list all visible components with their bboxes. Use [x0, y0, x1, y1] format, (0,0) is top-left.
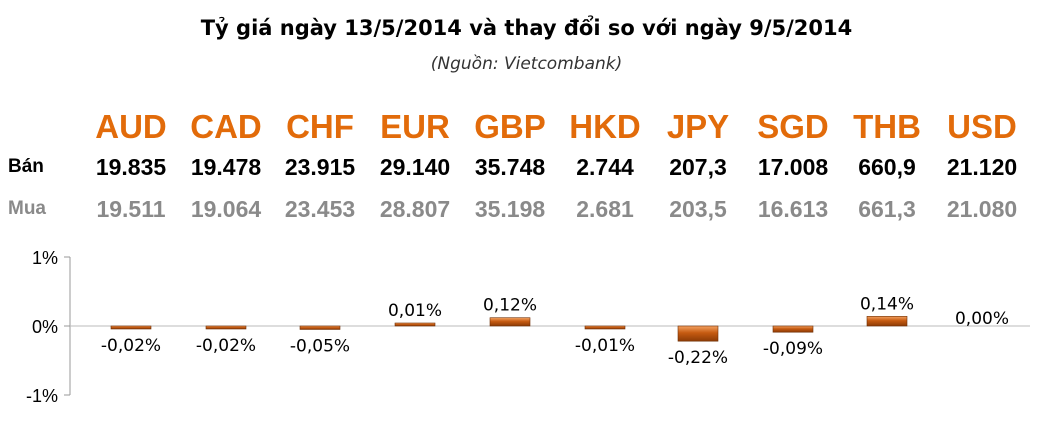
- bar-sgd: [772, 325, 814, 333]
- y-tick-label: 1%: [32, 248, 58, 268]
- bar-gbp: [489, 317, 531, 327]
- sell-row-label: Bán: [8, 156, 44, 177]
- sell-rate-sgd: 17.008: [757, 154, 829, 180]
- y-tick-label: -1%: [26, 386, 58, 406]
- data-label-aud: -0,02%: [101, 336, 161, 356]
- currency-eur: EUR: [380, 108, 450, 145]
- sell-rate-thb: 660,9: [858, 154, 916, 180]
- buy-rate-aud: 19.511: [96, 196, 166, 222]
- buy-rate-hkd: 2.681: [576, 196, 634, 222]
- buy-rate-jpy: 203,5: [669, 196, 727, 222]
- data-label-chf: -0,05%: [290, 336, 350, 356]
- data-label-thb: 0,14%: [860, 294, 914, 314]
- data-label-usd: 0,00%: [955, 309, 1009, 329]
- currency-aud: AUD: [95, 108, 167, 145]
- currency-jpy: JPY: [666, 108, 730, 145]
- data-label-sgd: -0,09%: [763, 339, 823, 359]
- buy-rate-cad: 19.064: [190, 196, 262, 222]
- buy-row-label: Mua: [8, 198, 46, 219]
- sell-rate-eur: 29.140: [379, 154, 451, 180]
- data-label-cad: -0,02%: [196, 336, 256, 356]
- buy-rate-eur: 28.807: [379, 196, 451, 222]
- bar-thb: [866, 316, 908, 327]
- currency-usd: USD: [947, 108, 1017, 145]
- bar-cad: [205, 325, 247, 330]
- change-bar-chart: 1% 0% -1% -0,02% -0,02% -0,05% 0,01% 0,12% -0,01…: [26, 248, 1030, 406]
- currency-thb: THB: [853, 108, 921, 145]
- sell-rate-jpy: 207,3: [669, 154, 727, 180]
- chart-title: Tỷ giá ngày 13/5/2014 và thay đổi so với…: [200, 16, 853, 40]
- sell-rate-aud: 19.835: [95, 154, 167, 180]
- buy-rate-chf: 23.453: [284, 196, 356, 222]
- data-label-gbp: 0,12%: [483, 296, 537, 316]
- bar-jpy: [677, 325, 719, 342]
- bar-eur: [394, 322, 436, 327]
- buy-rate-gbp: 35.198: [474, 196, 546, 222]
- data-label-eur: 0,01%: [388, 301, 442, 321]
- sell-rate-chf: 23.915: [284, 154, 356, 180]
- chart-subtitle: (Nguồn: Vietcombank): [430, 54, 623, 74]
- currency-chf: CHF: [286, 108, 354, 145]
- buy-rate-usd: 21.080: [946, 196, 1018, 222]
- currency-hkd: HKD: [569, 108, 641, 145]
- sell-rate-cad: 19.478: [190, 154, 262, 180]
- currency-cad: CAD: [190, 108, 262, 145]
- currency-gbp: GBP: [474, 108, 546, 145]
- sell-rate-hkd: 2.744: [576, 154, 634, 180]
- sell-rate-gbp: 35.748: [474, 154, 546, 180]
- y-tick-label: 0%: [32, 317, 58, 337]
- buy-rate-sgd: 16.613: [757, 196, 829, 222]
- bar-chf: [299, 325, 341, 330]
- bar-aud: [110, 325, 152, 330]
- buy-rate-thb: 661,3: [858, 196, 916, 222]
- data-label-hkd: -0,01%: [575, 336, 635, 356]
- sell-rate-usd: 21.120: [946, 154, 1018, 180]
- bar-hkd: [584, 325, 626, 330]
- currency-sgd: SGD: [757, 108, 829, 145]
- data-label-jpy: -0,22%: [668, 348, 728, 368]
